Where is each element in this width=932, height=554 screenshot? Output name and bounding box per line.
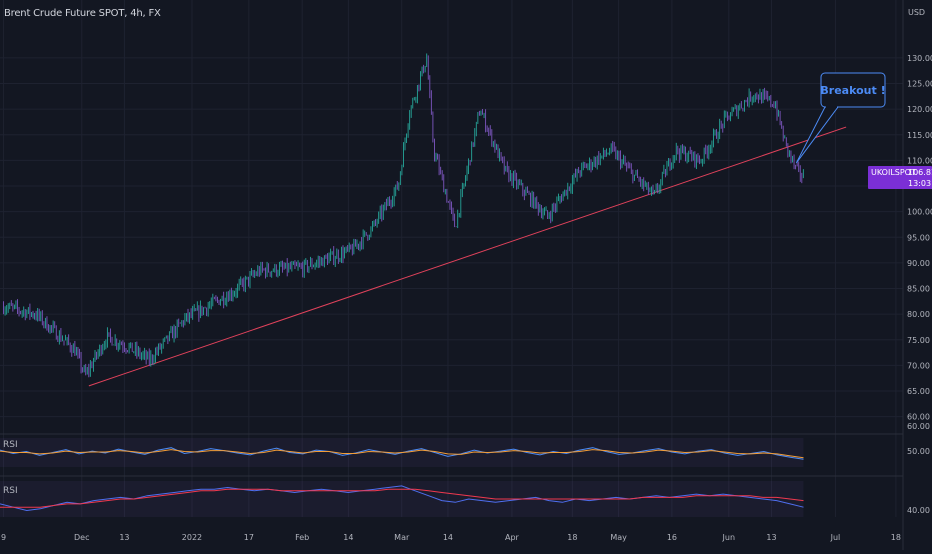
rsi-slow-line <box>0 449 804 459</box>
annotation-text: Breakout ! <box>820 84 885 97</box>
y-tick-label: 85.00 <box>907 285 930 294</box>
x-tick-label: May <box>610 533 627 542</box>
chart-title: Brent Crude Future SPOT, 4h, FX <box>4 8 161 19</box>
bar-countdown: 13:03 <box>908 179 932 188</box>
x-tick-label: 13 <box>766 533 776 542</box>
x-tick-label: 2022 <box>182 533 202 542</box>
rsi2-tick-label: 40.00 <box>907 506 930 515</box>
x-tick-label: 13 <box>119 533 129 542</box>
y-tick-label: 95.00 <box>907 233 930 242</box>
x-tick-label: 9 <box>1 533 6 542</box>
y-tick-label: 60.00 <box>907 413 930 422</box>
x-tick-label: 16 <box>667 533 677 542</box>
y-tick-label: 75.00 <box>907 336 930 345</box>
currency-label: USD <box>908 8 925 17</box>
x-tick-label: Jul <box>830 533 841 542</box>
y-tick-label: 130.00 <box>907 54 932 63</box>
last-price-value: 106.81 <box>908 168 932 177</box>
y-tick-label: 70.00 <box>907 361 930 370</box>
x-tick-label: Mar <box>394 533 410 542</box>
x-tick-label: Jun <box>722 533 736 542</box>
y-tick-label: 125.00 <box>907 80 932 89</box>
x-tick-label: 18 <box>567 533 577 542</box>
rsi2-ma-line <box>0 488 804 508</box>
y-tick-label: 65.00 <box>907 387 930 396</box>
y-tick-label: 80.00 <box>907 310 930 319</box>
x-tick-label: Dec <box>74 533 89 542</box>
x-tick-label: Feb <box>295 533 309 542</box>
x-tick-label: 14 <box>343 533 353 542</box>
rsi-pane-label-2: RSI <box>3 486 18 496</box>
x-tick-label: 14 <box>443 533 453 542</box>
ascending-trendline <box>88 126 847 387</box>
rsi1-tick-label: 50.00 <box>907 447 930 456</box>
x-tick-label: Apr <box>505 533 520 542</box>
y-tick-label: 110.00 <box>907 156 932 165</box>
y-tick-label: 100.00 <box>907 208 932 217</box>
annotation-box <box>820 72 886 108</box>
y-tick-label: 90.00 <box>907 259 930 268</box>
symbol-label: UKOILSPOT <box>871 168 916 177</box>
y-tick-label: 60.00 <box>907 422 930 431</box>
y-tick-label: 120.00 <box>907 105 932 114</box>
x-tick-label: 18 <box>891 533 901 542</box>
rsi-pane-label-1: RSI <box>3 440 18 450</box>
last-price-tag: UKOILSPOT 106.81 13:03 <box>868 166 932 189</box>
x-tick-label: 17 <box>244 533 254 542</box>
y-tick-label: 115.00 <box>907 131 932 140</box>
